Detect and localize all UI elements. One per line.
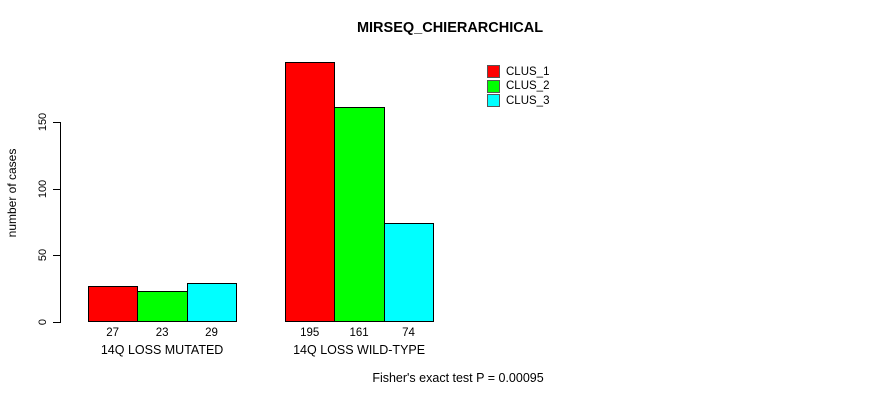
chart-title: MIRSEQ_CHIERARCHICAL [356,20,544,36]
y-tick-label: 0 [37,318,49,326]
annotation-text: Fisher's exact test P = 0.00095 [372,371,544,385]
y-axis-label: number of cases [5,148,19,238]
legend-item-label: CLUS_2 [506,80,550,92]
bar-value-label: 195 [300,327,320,339]
bar-clus_3 [186,283,238,322]
y-tick-mark [53,188,60,190]
bar-clus_1 [285,62,336,322]
category-label: 14Q LOSS WILD-TYPE [293,343,426,357]
y-tick-mark [53,122,60,123]
bar-clus_2 [334,107,385,322]
y-tick-label: 150 [37,112,49,132]
y-tick-label: 50 [37,249,49,262]
legend-item-label: CLUS_3 [506,94,550,107]
legend-item: CLUS_1 [487,65,549,78]
bar-value-label: 27 [106,327,120,339]
bar-clus_2 [137,291,188,322]
legend-item: CLUS_3 [487,94,549,107]
bar-value-label: 29 [205,327,218,339]
bar-clus_3 [383,223,435,322]
legend-item-label: CLUS_1 [506,65,550,78]
legend-item: CLUS_2 [487,79,550,93]
legend-color-swatch [487,65,500,78]
bar-clus_1 [88,286,139,322]
legend-color-swatch [487,94,500,107]
y-tick-mark [53,255,60,257]
bar-value-label: 23 [155,327,169,339]
y-tick-label: 100 [37,179,49,198]
y-axis-line [60,122,61,323]
bar-value-label: 161 [349,327,369,339]
legend: CLUS_1 CLUS_2 CLUS_3 [487,65,549,109]
category-label: 14Q LOSS MUTATED [100,343,224,357]
legend-color-swatch [487,79,500,93]
bar-value-label: 74 [402,327,415,339]
y-tick-mark [53,322,60,323]
